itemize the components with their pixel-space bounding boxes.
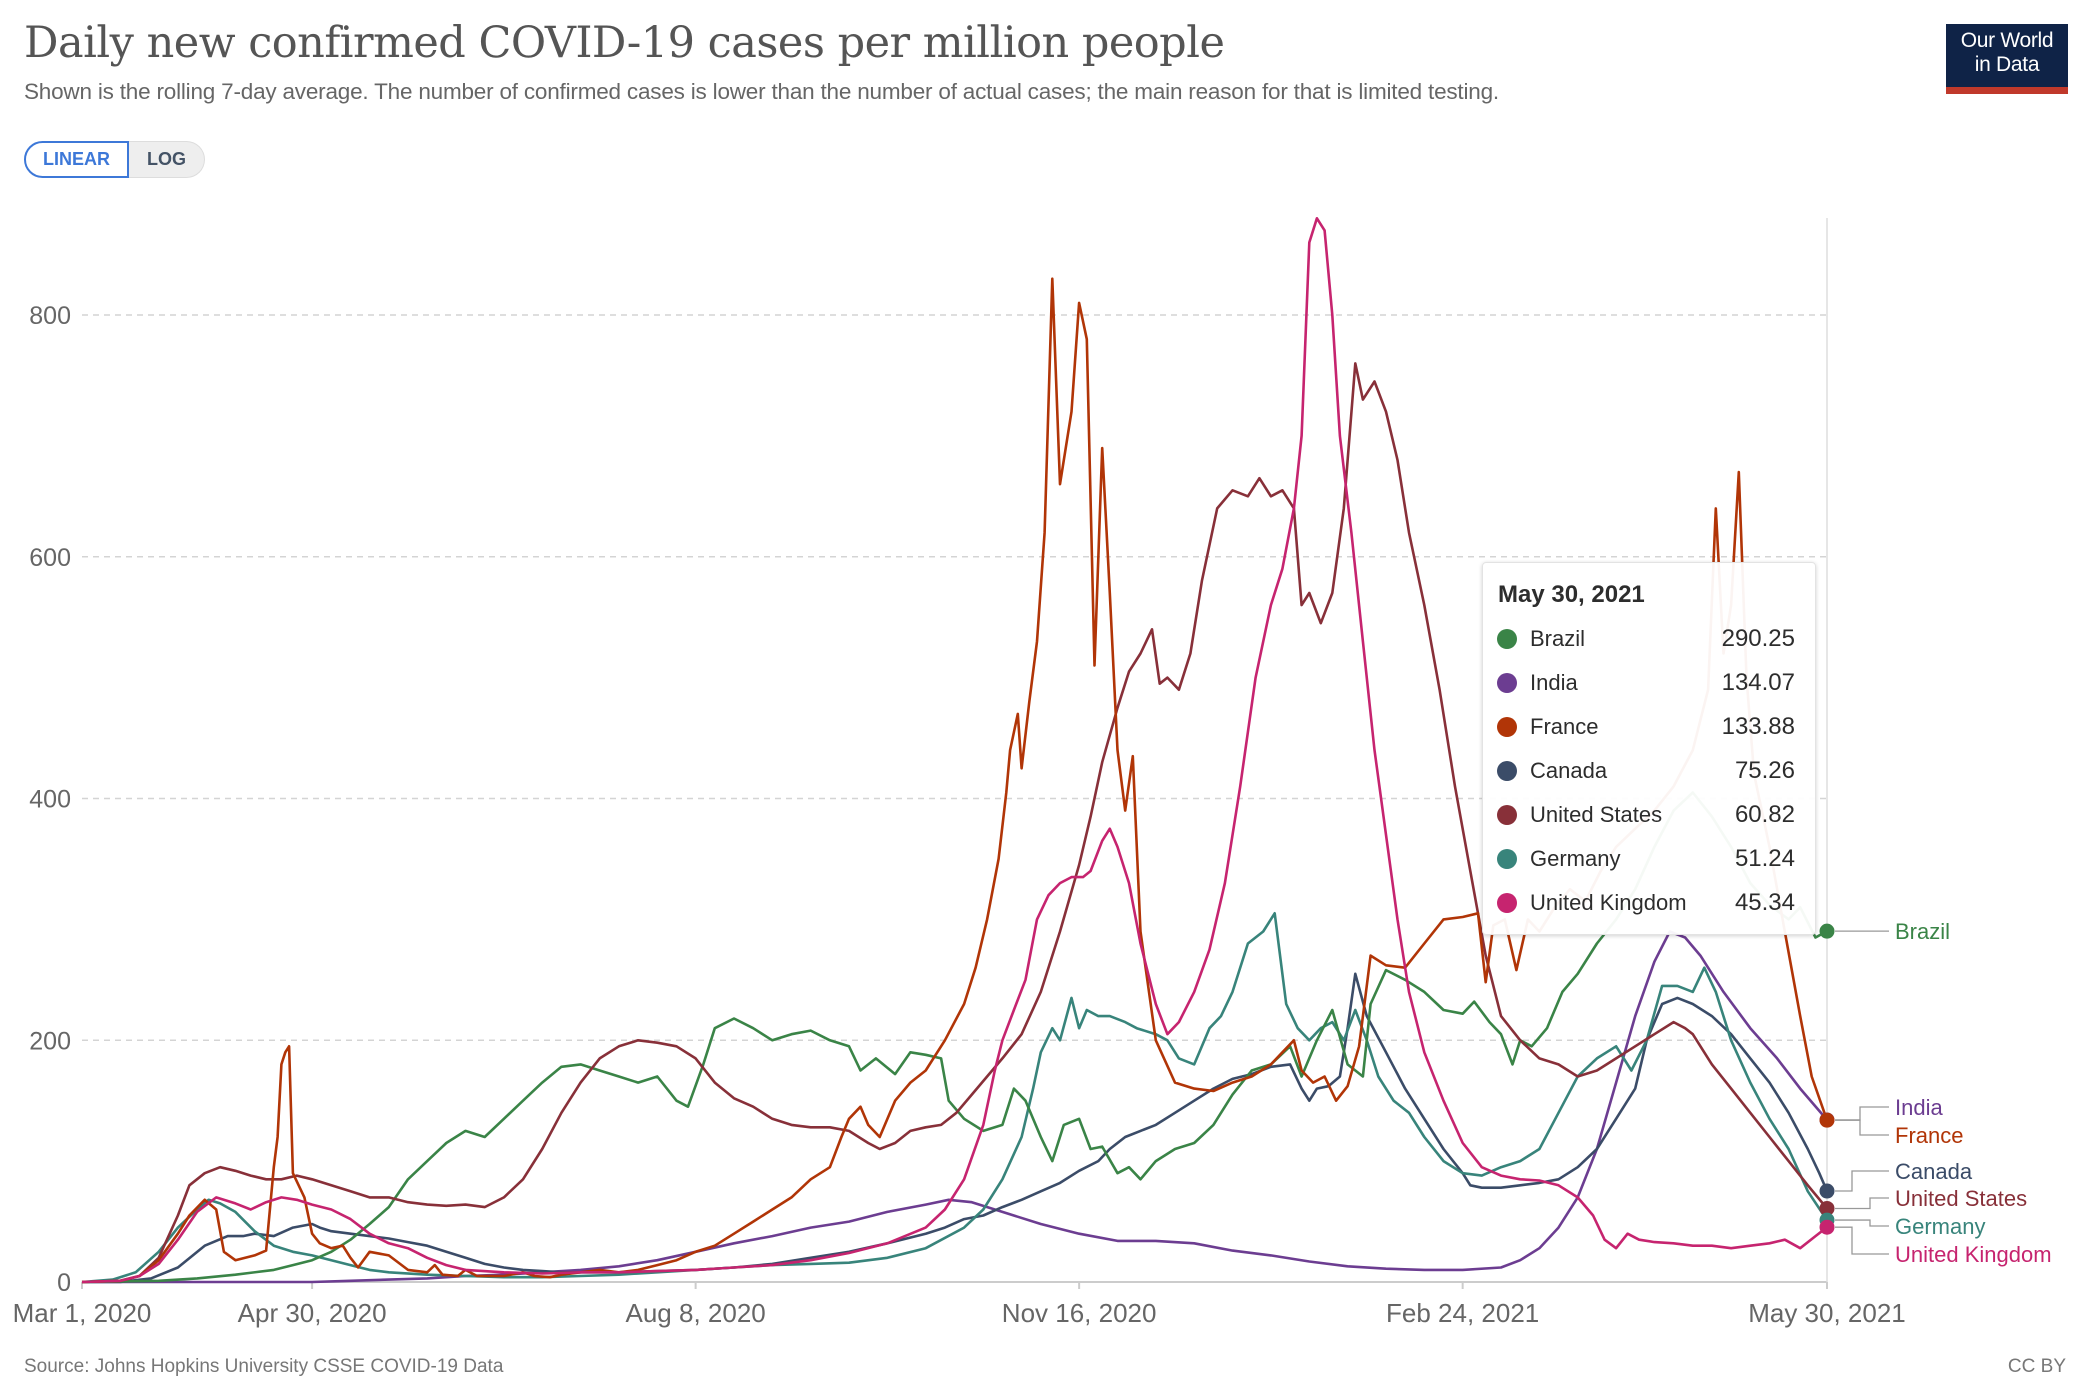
tooltip-country-name: United States	[1530, 802, 1663, 827]
series-end-label[interactable]: Germany	[1895, 1214, 1985, 1239]
chart-title: Daily new confirmed COVID-19 cases per m…	[24, 18, 1225, 68]
scale-log-button[interactable]: LOG	[129, 141, 205, 178]
legend-dot-icon	[1497, 893, 1517, 913]
tooltip-country-name: Germany	[1530, 846, 1621, 871]
y-tick-label: 400	[29, 786, 71, 814]
tooltip-value: 133.88	[1721, 713, 1795, 740]
series-end-marker[interactable]	[1819, 923, 1835, 939]
x-tick-label: Mar 1, 2020	[13, 1298, 152, 1328]
tooltip-country-name: France	[1530, 714, 1599, 739]
hover-tooltip: May 30, 2021 Brazil 290.25 India 134.07 Fran…	[1482, 562, 1816, 935]
y-tick-label: 0	[57, 1269, 71, 1297]
series-line-india[interactable]	[82, 930, 1828, 1284]
tooltip-value: 45.34	[1734, 889, 1795, 916]
x-tick-label: Feb 24, 2021	[1386, 1298, 1539, 1328]
legend-dot-icon	[1497, 717, 1517, 737]
scale-linear-button[interactable]: LINEAR	[24, 141, 129, 178]
tooltip-country-name: India	[1530, 670, 1578, 695]
tooltip-date: May 30, 2021	[1498, 581, 1645, 608]
series-line-united-states[interactable]	[81, 362, 1829, 1284]
label-leader-line	[1835, 1106, 1889, 1121]
label-leader-line	[1835, 1197, 1889, 1210]
series-end-marker[interactable]	[1819, 1183, 1835, 1199]
logo-line-2: in Data	[1974, 53, 2040, 76]
y-tick-label: 800	[29, 302, 71, 330]
series-end-marker[interactable]	[1819, 1200, 1835, 1216]
tooltip-value: 290.25	[1721, 625, 1795, 652]
tooltip-row: Canada 75.26	[1497, 749, 1795, 793]
tooltip-value: 51.24	[1734, 845, 1795, 872]
legend-dot-icon	[1497, 761, 1517, 781]
series-end-label[interactable]: India	[1895, 1095, 1943, 1120]
series-line-germany[interactable]	[81, 912, 1829, 1284]
x-tick-label: May 30, 2021	[1748, 1298, 1906, 1328]
series-end-label[interactable]: France	[1895, 1123, 1963, 1148]
series-line-united-kingdom[interactable]	[81, 217, 1828, 1284]
series-end-label[interactable]: Brazil	[1895, 919, 1950, 944]
license-link[interactable]: CC BY	[2007, 1356, 2066, 1377]
tooltip-country-name: Canada	[1530, 758, 1608, 783]
tooltip-country-name: United Kingdom	[1530, 890, 1687, 915]
legend-dot-icon	[1497, 805, 1517, 825]
tooltip-row: Brazil 290.25	[1497, 617, 1795, 661]
tooltip-value: 134.07	[1721, 669, 1795, 696]
scale-toggle: LINEAR LOG	[24, 141, 205, 178]
series-end-label[interactable]: United Kingdom	[1895, 1242, 2052, 1267]
legend-dot-icon	[1497, 849, 1517, 869]
series-line-canada[interactable]	[82, 972, 1829, 1284]
label-leader-line	[1835, 1170, 1889, 1192]
tooltip-value: 75.26	[1734, 757, 1795, 784]
legend-dot-icon	[1497, 673, 1517, 693]
x-tick-label: Aug 8, 2020	[626, 1298, 766, 1328]
series-end-label[interactable]: Canada	[1895, 1159, 1973, 1184]
tooltip-value: 60.82	[1734, 801, 1795, 828]
tooltip-row: India 134.07	[1497, 661, 1795, 705]
source-note[interactable]: Source: Johns Hopkins University CSSE CO…	[24, 1356, 504, 1377]
series-line-brazil[interactable]	[81, 791, 1828, 1284]
label-leader-line	[1835, 1119, 1889, 1136]
series-end-label[interactable]: United States	[1895, 1186, 2027, 1211]
tooltip-country-name: Brazil	[1530, 626, 1586, 651]
label-leader-line	[1835, 1226, 1889, 1255]
tooltip-row: United Kingdom 45.34	[1497, 881, 1795, 925]
series-end-marker[interactable]	[1819, 1219, 1835, 1235]
y-tick-label: 200	[29, 1027, 71, 1055]
x-tick-label: Apr 30, 2020	[238, 1298, 387, 1328]
label-leader-line	[1835, 1219, 1889, 1227]
axes: 0 200 400 600 800 Mar 1, 2020 Apr 30, 2020 Aug …	[13, 302, 1906, 1328]
x-tick-label: Nov 16, 2020	[1002, 1298, 1157, 1328]
chart-subtitle: Shown is the rolling 7-day average. The …	[24, 79, 1499, 104]
owid-logo[interactable]: Our World in Data	[1946, 24, 2068, 94]
series-end-marker[interactable]	[1819, 1112, 1835, 1128]
y-tick-label: 600	[29, 544, 71, 572]
legend-dot-icon	[1497, 629, 1517, 649]
tooltip-row: Germany 51.24	[1497, 837, 1795, 881]
tooltip-row: United States 60.82	[1497, 793, 1795, 837]
tooltip-row: France 133.88	[1497, 705, 1795, 749]
logo-line-1: Our World	[1960, 29, 2054, 52]
